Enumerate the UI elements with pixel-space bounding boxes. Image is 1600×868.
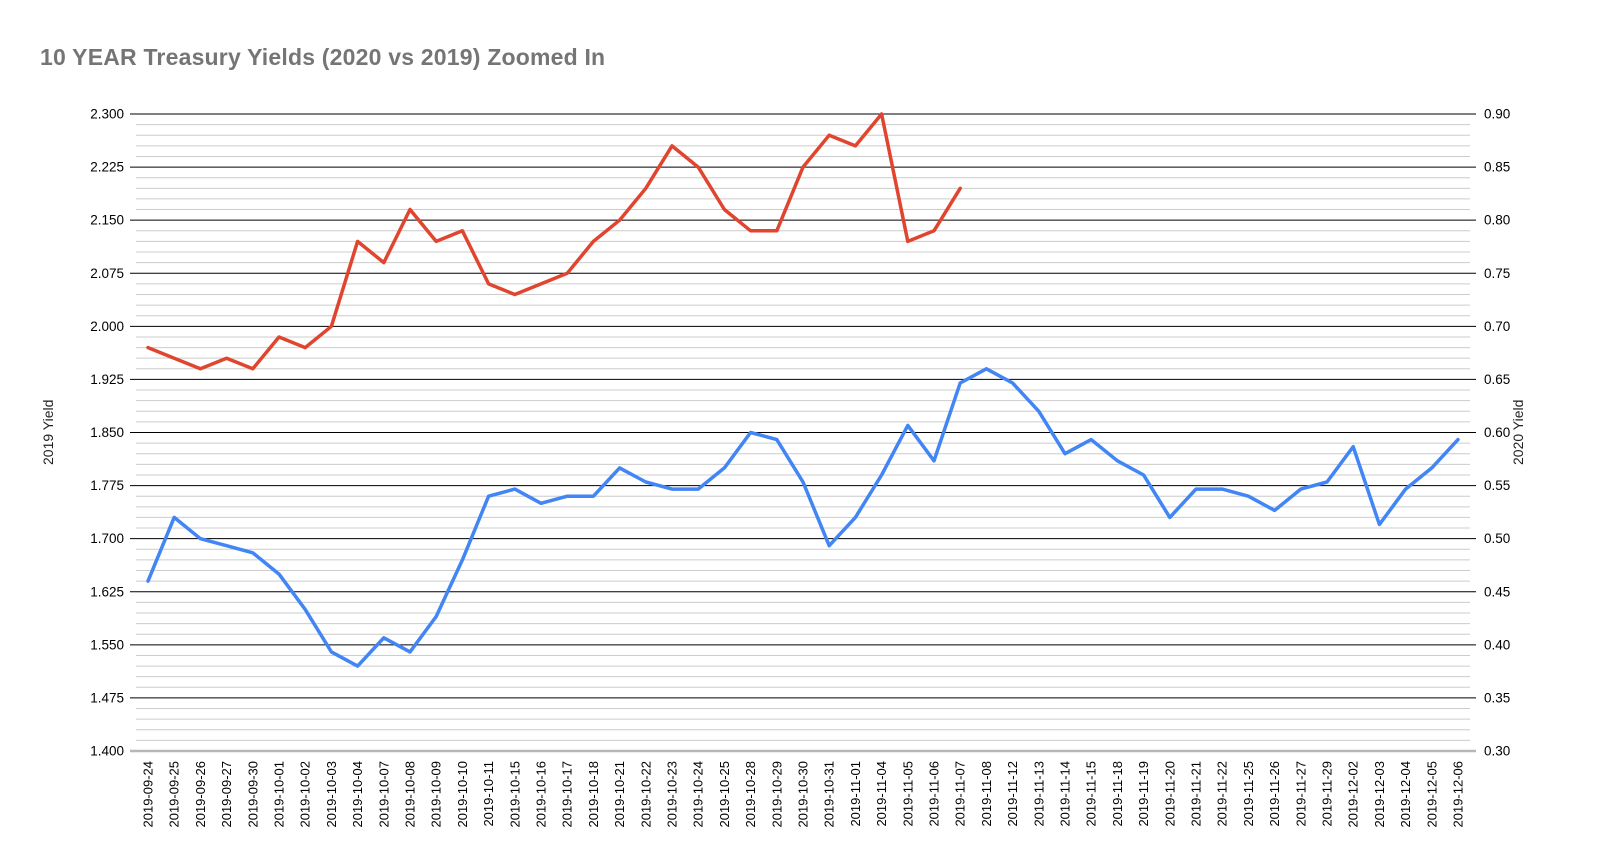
chart-title: 10 YEAR Treasury Yields (2020 vs 2019) Z… [40, 44, 606, 70]
x-axis-date-label: 2019-09-24 [141, 761, 156, 828]
x-axis-date-label: 2019-11-05 [900, 761, 915, 827]
left-axis-tick-label: 1.475 [90, 690, 124, 705]
x-axis-date-label: 2019-10-28 [743, 761, 758, 828]
x-axis-date-label: 2019-10-21 [612, 761, 627, 828]
x-axis-date-label: 2019-11-27 [1293, 761, 1308, 827]
right-axis-tick-label: 0.45 [1484, 584, 1510, 599]
x-axis-date-label: 2019-10-15 [507, 761, 522, 828]
x-axis-date-label: 2019-11-01 [848, 761, 863, 827]
x-axis-date-label: 2019-11-06 [927, 761, 942, 827]
x-axis-date-label: 2019-12-02 [1346, 761, 1361, 828]
x-axis-date-label: 2019-11-14 [1058, 761, 1073, 827]
x-axis-date-label: 2019-10-31 [822, 761, 837, 828]
x-axis-date-label: 2019-10-11 [481, 761, 496, 827]
x-axis-date-label: 2019-09-30 [245, 761, 260, 828]
right-axis-tick-label: 0.70 [1484, 319, 1510, 334]
right-axis-tick-label: 0.90 [1484, 107, 1510, 122]
right-axis-tick-label: 0.30 [1484, 744, 1510, 759]
left-axis-tick-label: 1.400 [90, 744, 124, 759]
left-axis-tick-label: 1.550 [90, 637, 124, 652]
left-axis-tick-label: 1.925 [90, 372, 124, 387]
x-axis-date-label: 2019-10-29 [769, 761, 784, 828]
left-axis-tick-label: 1.775 [90, 478, 124, 493]
x-axis-date-label: 2019-11-29 [1320, 761, 1335, 827]
left-axis-tick-label: 1.625 [90, 584, 124, 599]
x-axis-date-label: 2019-11-22 [1215, 761, 1230, 827]
right-axis-tick-label: 0.60 [1484, 425, 1510, 440]
x-axis-date-label: 2019-12-04 [1398, 761, 1413, 828]
x-axis-date-label: 2019-11-12 [1005, 761, 1020, 827]
series-line-2019-yield [146, 367, 1460, 668]
x-axis-date-label: 2019-11-15 [1084, 761, 1099, 827]
x-axis-date-label: 2019-10-22 [638, 761, 653, 828]
x-axis-date-label: 2019-11-18 [1110, 761, 1125, 827]
x-axis-date-label: 2019-11-04 [874, 761, 889, 827]
left-axis-tick-label: 2.150 [90, 213, 124, 228]
x-axis-date-label: 2019-10-16 [534, 761, 549, 828]
x-axis-date-label: 2019-10-02 [298, 761, 313, 828]
x-axis-date-label: 2019-11-25 [1241, 761, 1256, 827]
x-axis-date-label: 2019-11-19 [1136, 761, 1151, 827]
x-axis-date-label: 2019-12-03 [1372, 761, 1387, 828]
x-axis-date-label: 2019-11-20 [1162, 761, 1177, 827]
x-axis-date-label: 2019-12-05 [1424, 761, 1439, 828]
x-axis-date-label: 2019-10-23 [665, 761, 680, 828]
x-axis-date-label: 2019-12-06 [1451, 761, 1466, 828]
x-axis-date-label: 2019-10-03 [324, 761, 339, 828]
right-axis-tick-label: 0.40 [1484, 637, 1510, 652]
x-axis-date-label: 2019-11-21 [1189, 761, 1204, 827]
x-axis-date-label: 2019-10-04 [350, 761, 365, 828]
x-axis-date-label: 2019-10-17 [560, 761, 575, 828]
right-axis-tick-label: 0.35 [1484, 690, 1510, 705]
x-axis-date-label: 2019-10-25 [717, 761, 732, 828]
right-axis-tick-label: 0.65 [1484, 372, 1510, 387]
left-axis-tick-label: 2.000 [90, 319, 124, 334]
x-axis-date-label: 2019-10-24 [691, 761, 706, 828]
right-axis-tick-label: 0.50 [1484, 531, 1510, 546]
x-axis-date-label: 2019-10-30 [796, 761, 811, 828]
left-axis-tick-label: 2.225 [90, 160, 124, 175]
x-axis-date-label: 2019-10-07 [376, 761, 391, 828]
x-axis-date-label: 2019-10-09 [429, 761, 444, 828]
left-axis-tick-label: 1.700 [90, 531, 124, 546]
right-axis-tick-label: 0.85 [1484, 160, 1510, 175]
x-axis-date-label: 2019-11-07 [953, 761, 968, 827]
right-axis-tick-label: 0.80 [1484, 213, 1510, 228]
x-axis-date-label: 2019-09-26 [193, 761, 208, 828]
left-axis-tick-label: 2.075 [90, 266, 124, 281]
x-axis-date-label: 2019-11-13 [1031, 761, 1046, 827]
x-axis-date-label: 2019-10-10 [455, 761, 470, 828]
left-axis-tick-label: 1.850 [90, 425, 124, 440]
x-axis-date-label: 2019-10-18 [586, 761, 601, 828]
series-line-2020-yield [146, 112, 962, 371]
left-axis-tick-label: 2.300 [90, 107, 124, 122]
x-axis-date-label: 2019-11-26 [1267, 761, 1282, 827]
x-axis-date-label: 2019-11-08 [979, 761, 994, 827]
right-axis-tick-label: 0.55 [1484, 478, 1510, 493]
x-axis-date-label: 2019-10-01 [272, 761, 287, 828]
right-axis-tick-label: 0.75 [1484, 266, 1510, 281]
x-axis-date-label: 2019-10-08 [403, 761, 418, 828]
x-axis-date-label: 2019-09-25 [167, 761, 182, 828]
x-axis-date-label: 2019-09-27 [219, 761, 234, 828]
